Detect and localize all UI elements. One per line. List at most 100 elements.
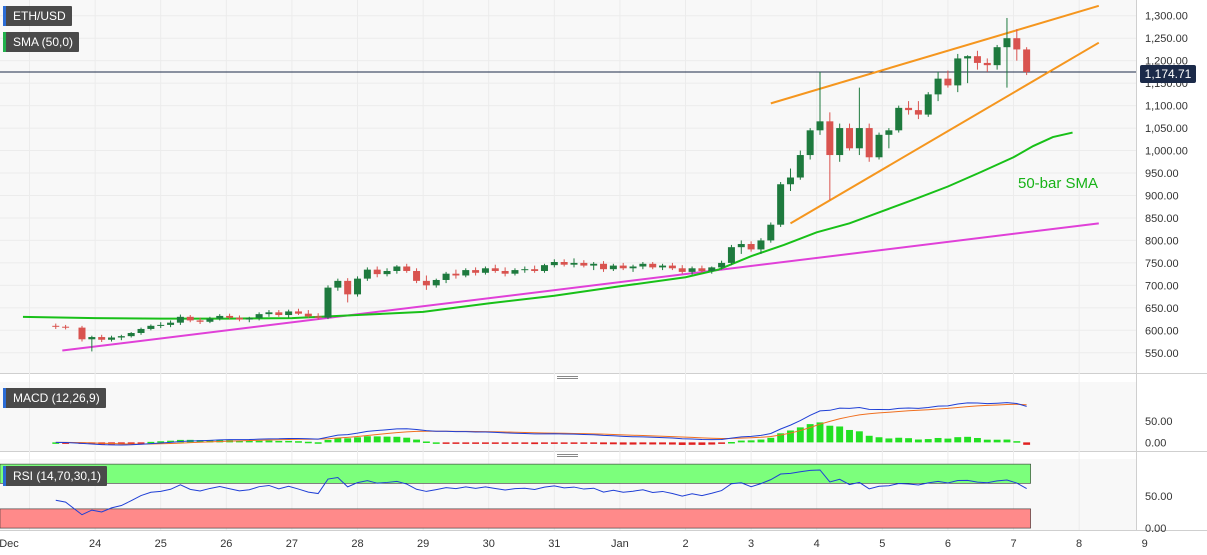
candle-body [304, 313, 312, 317]
candle-body [226, 315, 234, 318]
macd-hist-bar [62, 442, 70, 444]
x-tick-label: 28 [351, 538, 363, 550]
x-tick-label: 7 [1010, 538, 1016, 550]
candle [216, 314, 224, 321]
candle [245, 316, 253, 323]
candle [560, 259, 568, 267]
candle-body [639, 263, 647, 267]
candle [905, 101, 913, 115]
candle-body [147, 325, 155, 329]
candle [954, 53, 962, 93]
candle-body [806, 130, 814, 156]
candle-body [186, 316, 194, 321]
macd-panel[interactable] [52, 402, 1031, 446]
macd-hist-bar [688, 442, 696, 445]
macd-hist-bar [718, 442, 726, 444]
macd-hist-bar [816, 422, 824, 443]
candle-body [619, 265, 627, 269]
macd-hist-bar [1023, 442, 1031, 445]
rsi-indicator-label[interactable]: RSI (14,70,30,1) [3, 466, 108, 486]
candle-body [796, 155, 804, 178]
macd-hist-bar [413, 439, 421, 443]
candle [88, 335, 96, 352]
macd-hist-bar [659, 442, 667, 445]
candle-body [944, 78, 952, 86]
candle [895, 105, 903, 133]
candle [993, 44, 1001, 70]
candle [265, 310, 273, 317]
candle [570, 258, 578, 268]
macd-signal-line [55, 403, 1027, 445]
candle [973, 50, 981, 70]
candle [885, 128, 893, 149]
price-tick-label: 950.00 [1145, 168, 1179, 180]
candle [275, 310, 283, 317]
price-tick-label: 800.00 [1145, 235, 1179, 247]
rsi-panel[interactable] [0, 463, 1031, 529]
candle [285, 309, 293, 318]
macd-hist-bar [363, 436, 371, 443]
candle-body [964, 56, 972, 59]
macd-hist-bar [590, 442, 598, 444]
price-tick-label: 1,050.00 [1145, 123, 1188, 135]
candle [157, 322, 165, 329]
sma-indicator-label[interactable]: SMA (50,0) [3, 32, 80, 52]
x-tick-label: 26 [220, 538, 232, 550]
price-tick-label: 550.00 [1145, 348, 1179, 360]
macd-indicator-label[interactable]: MACD (12,26,9) [3, 388, 106, 408]
candle [167, 320, 175, 328]
candle [865, 123, 873, 162]
candle [1023, 47, 1031, 76]
candle-body [570, 262, 578, 265]
price-panel[interactable] [0, 4, 1136, 352]
candle-body [137, 328, 145, 334]
candle-body [826, 121, 834, 156]
macd-hist-bar [777, 433, 785, 443]
candle [786, 168, 794, 191]
candle-body [334, 280, 342, 288]
x-tick-label: 3 [748, 538, 754, 550]
candle [52, 323, 60, 329]
candle [186, 315, 194, 323]
candle [226, 313, 234, 320]
macd-hist-bar [954, 437, 962, 443]
candle-body [393, 266, 401, 271]
candle-body [403, 266, 411, 271]
candle-body [757, 240, 765, 250]
candle-body [88, 337, 96, 340]
macd-hist-bar [924, 439, 932, 443]
macd-hist-bar [383, 436, 391, 443]
candle [334, 278, 342, 291]
candle-body [265, 312, 273, 315]
price-tick-label: 1,000.00 [1145, 146, 1188, 158]
candle-body [531, 269, 539, 271]
symbol-label[interactable]: ETH/USD [3, 6, 72, 26]
x-tick-label: Dec [0, 538, 19, 550]
candle-body [885, 130, 893, 135]
candle-body [62, 326, 70, 328]
candle [383, 268, 391, 277]
macd-hist-bar [609, 442, 617, 445]
x-tick-label: 31 [548, 538, 560, 550]
candle-body [511, 270, 519, 274]
candle-body [78, 327, 86, 340]
candle-body [560, 261, 568, 265]
candle [737, 240, 745, 254]
candle [393, 265, 401, 274]
macd-hist-bar [117, 442, 125, 445]
macd-hist-bar [491, 442, 499, 444]
x-tick-label: 6 [945, 538, 951, 550]
macd-hist-bar [855, 431, 863, 443]
candle-body [481, 268, 489, 273]
macd-hist-bar [275, 440, 283, 443]
price-tick-label: 600.00 [1145, 325, 1179, 337]
macd-hist-bar [747, 440, 755, 443]
candle [600, 261, 608, 272]
macd-hist-bar [245, 440, 253, 443]
candle [580, 260, 588, 268]
candle-body [413, 270, 421, 281]
candle-body [235, 317, 243, 320]
candle-body [698, 268, 706, 271]
macd-hist-bar [167, 440, 175, 443]
candle [619, 262, 627, 271]
